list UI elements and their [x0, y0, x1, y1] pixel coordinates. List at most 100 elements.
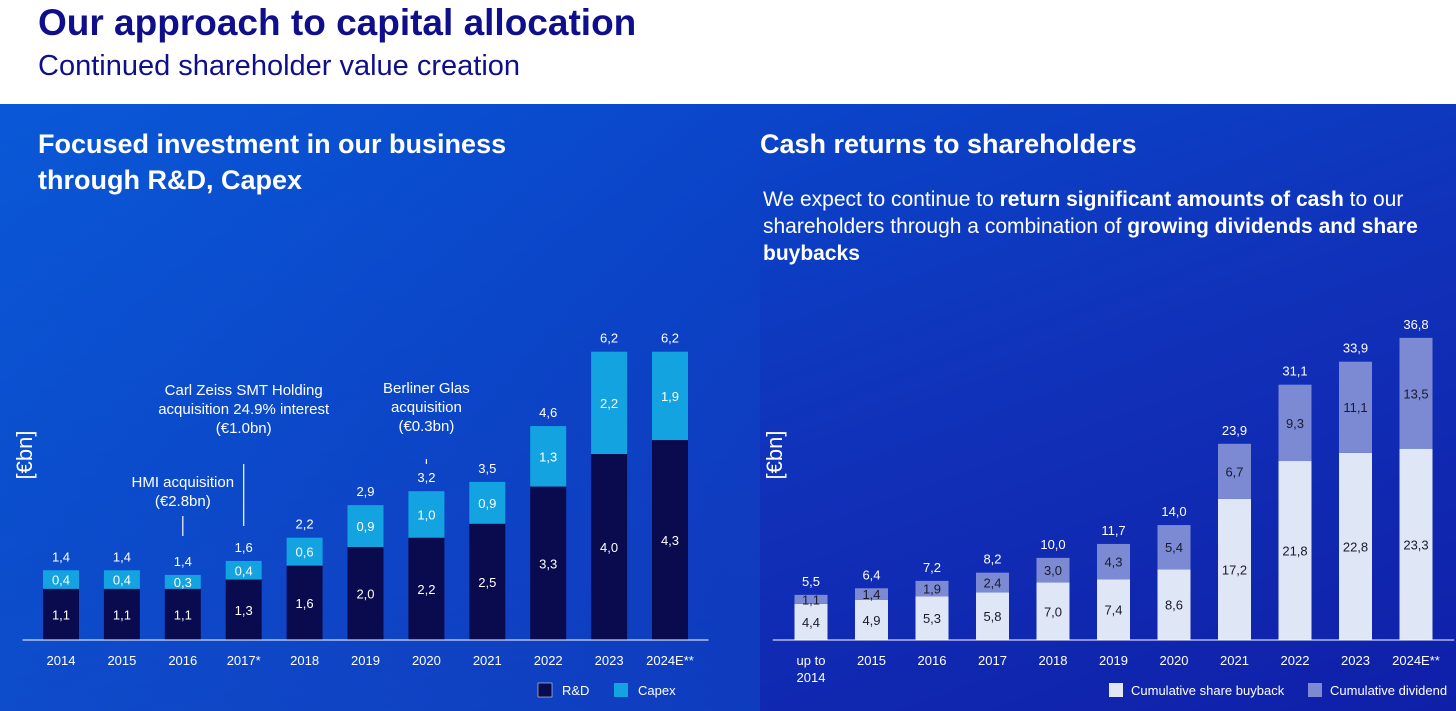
right-bar-cumulativedividend [1399, 337, 1433, 449]
left-bar-rd [103, 588, 140, 640]
left-label-rd: 1,3 [235, 603, 253, 618]
right-bar-cumulativesharebuyback [1218, 498, 1251, 640]
left-tick-label: 2015 [107, 653, 136, 668]
right-total-label: 31,1 [1282, 364, 1307, 379]
right-label-cumulativesharebuyback: 5,8 [983, 609, 1001, 624]
right-label-cumulativesharebuyback: 7,4 [1104, 603, 1122, 618]
left-tick-label: 2019 [351, 653, 380, 668]
right-total-label: 14,0 [1161, 504, 1186, 519]
left-bar-capex [286, 537, 323, 566]
right-label-cumulativedividend: 6,7 [1225, 464, 1243, 479]
left-label-capex: 1,0 [417, 507, 435, 522]
left-total-label: 6,2 [600, 331, 618, 346]
right-bar-cumulativedividend [1278, 384, 1312, 462]
right-bar-cumulativedividend [1218, 443, 1251, 499]
left-label-rd: 1,1 [174, 607, 192, 622]
right-tick-label: 2023 [1341, 653, 1370, 668]
left-bar-rd [652, 440, 688, 640]
left-total-label: 1,4 [174, 554, 192, 569]
right-label-cumulativesharebuyback: 5,3 [923, 611, 941, 626]
left-tick-label: 2016 [168, 653, 197, 668]
right-tick-label: 2020 [1160, 653, 1189, 668]
left-tick-label: 2014 [47, 653, 76, 668]
right-label-cumulativedividend: 2,4 [983, 576, 1001, 591]
right-tick-label: 2018 [1039, 653, 1068, 668]
left-bar-rd [591, 454, 628, 640]
left-bar-capex [530, 426, 567, 487]
right-total-label: 8,2 [983, 552, 1001, 567]
right-label-cumulativesharebuyback: 4,9 [862, 613, 880, 628]
right-heading: Cash returns to shareholders [760, 129, 1137, 159]
right-bar-cumulativesharebuyback [855, 599, 888, 640]
right-bar-cumulativedividend [855, 588, 888, 600]
left-tick-label: 2020 [412, 653, 441, 668]
page-subtitle: Continued shareholder value creation [38, 50, 521, 82]
page-title: Our approach to capital allocation [38, 2, 637, 43]
right-bar-cumulativedividend [1339, 361, 1372, 453]
left-label-capex: 0,9 [478, 496, 496, 511]
right-label-cumulativesharebuyback: 8,6 [1165, 598, 1183, 613]
legend-swatch-dividend [1308, 683, 1322, 697]
left-label-capex: 1,9 [661, 389, 679, 404]
header: Our approach to capital allocation Conti… [0, 0, 1456, 104]
left-bar-capex [347, 505, 384, 547]
legend-swatch-capex [614, 683, 628, 697]
right-tick-label: 2014 [797, 670, 826, 685]
right-y-unit-label: [€bn] [762, 431, 787, 480]
right-bar-cumulativedividend [915, 580, 949, 597]
left-label-rd: 4,0 [600, 540, 618, 555]
annotation-text: (€0.3bn) [398, 418, 454, 435]
left-label-rd: 2,0 [356, 587, 374, 602]
right-total-label: 10,0 [1040, 537, 1065, 552]
right-total-label: 5,5 [802, 574, 820, 589]
legend-label-capex: Capex [638, 683, 676, 698]
left-bar-capex [225, 560, 262, 580]
para-text-2: to our shareholders through a combinatio… [763, 188, 1404, 238]
right-tick-label: 2015 [857, 653, 886, 668]
left-bar-capex [652, 351, 688, 441]
left-bar-rd [347, 547, 384, 640]
legend-label-dividend: Cumulative dividend [1330, 683, 1447, 698]
left-label-rd: 3,3 [539, 556, 557, 571]
right-tick-label: 2022 [1281, 653, 1310, 668]
left-heading: Focused investment in our business throu… [38, 126, 506, 198]
left-tick-label: 2023 [595, 653, 624, 668]
left-label-rd: 1,6 [296, 596, 314, 611]
left-bar-rd [286, 565, 323, 640]
right-label-cumulativedividend: 1,9 [923, 582, 941, 597]
left-label-capex: 0,9 [356, 519, 374, 534]
left-total-label: 3,2 [417, 470, 435, 485]
right-bar-cumulativesharebuyback [1036, 582, 1070, 640]
left-label-rd: 1,1 [52, 607, 70, 622]
right-bar-cumulativedividend [1036, 557, 1070, 583]
left-bar-rd [43, 588, 79, 640]
right-tick-label: 2024E** [1392, 653, 1440, 668]
right-bar-cumulativesharebuyback [915, 596, 949, 640]
right-total-label: 33,9 [1343, 341, 1368, 356]
right-tick-label: 2017 [978, 653, 1007, 668]
left-bar-rd [225, 579, 262, 640]
right-bar-cumulativesharebuyback [794, 603, 828, 640]
left-bar-capex [103, 570, 140, 589]
right-label-cumulativesharebuyback: 21,8 [1282, 544, 1307, 559]
annotation-text: Carl Zeiss SMT Holding [165, 382, 323, 399]
left-total-label: 3,5 [478, 461, 496, 476]
right-bar-cumulativesharebuyback [1097, 579, 1130, 640]
left-bar-capex [164, 574, 201, 589]
left-bar-capex [469, 481, 506, 524]
left-total-label: 1,4 [52, 549, 70, 564]
right-bar-cumulativesharebuyback [1339, 452, 1372, 640]
left-label-capex: 0,4 [113, 573, 131, 588]
right-label-cumulativedividend: 1,4 [862, 587, 880, 602]
left-label-rd: 2,5 [478, 575, 496, 590]
right-tick-label: up to [797, 653, 826, 668]
left-bar-rd [530, 486, 567, 640]
left-bar-rd [408, 537, 445, 640]
right-label-cumulativedividend: 3,0 [1044, 563, 1062, 578]
right-label-cumulativedividend: 1,1 [802, 592, 820, 607]
right-label-cumulativesharebuyback: 4,4 [802, 615, 820, 630]
left-label-capex: 2,2 [600, 396, 618, 411]
left-label-capex: 0,4 [52, 573, 70, 588]
left-tick-label: 2018 [290, 653, 319, 668]
